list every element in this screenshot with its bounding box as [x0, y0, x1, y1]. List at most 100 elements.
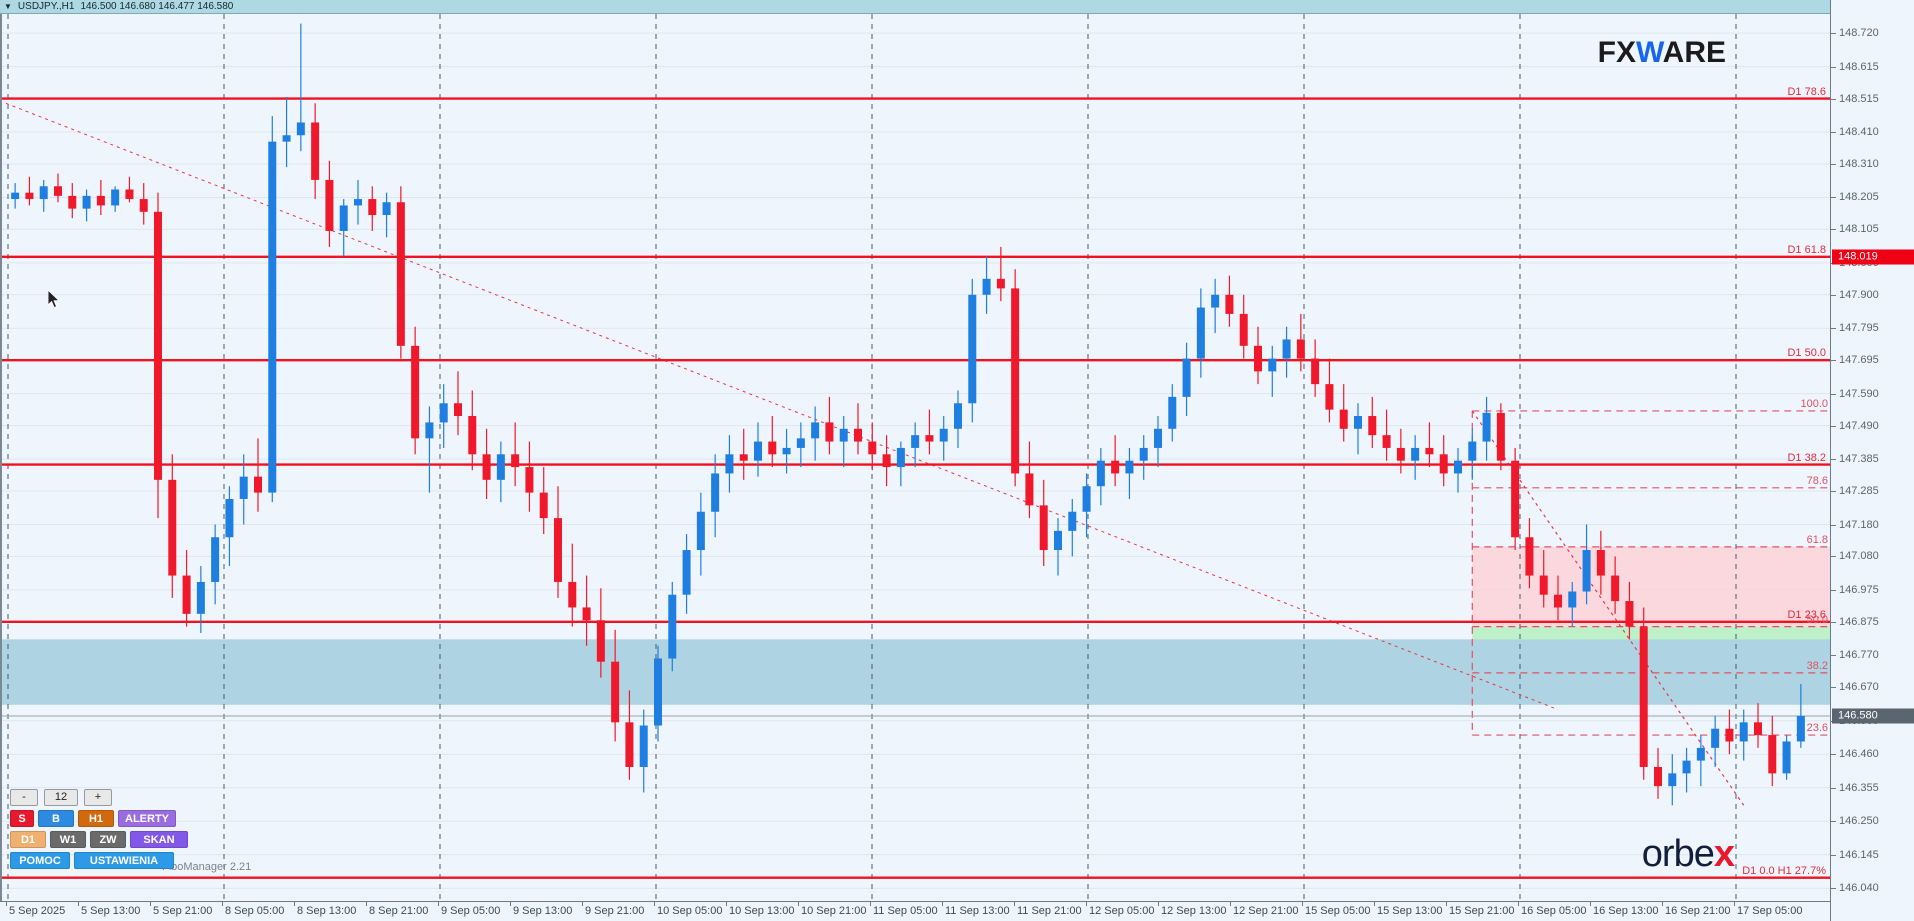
candle-body [1739, 722, 1748, 742]
price-tick-mark [1831, 821, 1836, 823]
candle-body [282, 135, 291, 142]
price-tick-label: 148.720 [1839, 27, 1879, 40]
candle-body [82, 195, 91, 209]
candle-body [568, 581, 577, 608]
chart-menu-caret-icon[interactable]: ▼ [4, 1, 12, 11]
candle-body [911, 435, 920, 448]
candle-body [954, 403, 962, 429]
time-tick-mark [1086, 902, 1087, 906]
time-tick-mark [294, 902, 295, 906]
price-tick-mark [1831, 754, 1836, 756]
candle-body [1354, 416, 1362, 429]
symbol-label: USDJPY.,H1 [17, 1, 75, 12]
candle-body [296, 122, 305, 136]
candle-body [354, 199, 362, 206]
candle-body [782, 447, 791, 455]
candle-body [596, 620, 605, 662]
button-row-2: D1 W1 ZW SKAN [10, 831, 240, 848]
sell-button[interactable]: S [10, 810, 34, 827]
time-tick-label: 15 Sep 21:00 [1449, 905, 1515, 917]
time-tick-label: 5 Sep 13:00 [81, 905, 141, 917]
settings-button[interactable]: USTAWIENIA [74, 852, 174, 869]
price-tick-mark [1831, 687, 1836, 689]
candle-body [1625, 601, 1634, 627]
candle-body [496, 454, 505, 480]
candle-body [1539, 575, 1548, 595]
time-tick-label: 8 Sep 21:00 [369, 905, 429, 917]
price-tick-label: 147.180 [1839, 518, 1879, 531]
time-axis[interactable]: 5 Sep 2025 5 Sep 13:00 5 Sep 21:00 8 Sep 05… [0, 901, 1830, 921]
candle-body [1711, 728, 1720, 748]
mouse-cursor-icon [48, 290, 61, 309]
candle-body [196, 581, 205, 614]
buy-button[interactable]: B [38, 810, 74, 827]
period-stepper[interactable]: - 12 + [10, 789, 240, 806]
candle-body [754, 441, 762, 461]
candle-body [1054, 530, 1062, 551]
price-tick-label: 148.515 [1839, 92, 1879, 105]
price-tick-label: 147.385 [1839, 453, 1879, 466]
price-axis[interactable]: 148.720 148.615 148.515 148.410 148.310 148.2… [1830, 0, 1914, 921]
stepper-minus-button[interactable]: - [10, 789, 38, 806]
zw-button[interactable]: ZW [90, 831, 126, 848]
price-tick-mark [1831, 33, 1836, 35]
price-tick-mark [1831, 229, 1836, 231]
alerts-button[interactable]: ALERTY [118, 810, 176, 827]
candle-body [1239, 313, 1248, 346]
fxware-zigzag-icon: W [1635, 36, 1663, 69]
candle-body [1125, 460, 1134, 474]
candle-body [1482, 412, 1491, 442]
candle-body [796, 438, 805, 448]
price-tick-mark [1831, 459, 1836, 461]
candle-body [582, 607, 591, 621]
price-tick-mark [1831, 556, 1836, 558]
candle-body [1754, 722, 1762, 736]
d1-level-label: D1 78.6 [1787, 85, 1826, 98]
price-tick-mark [1831, 854, 1836, 856]
candle-body [1182, 358, 1191, 397]
h1-button[interactable]: H1 [78, 810, 114, 827]
fib-level-label: 23.6 [1806, 722, 1828, 735]
candle-body [611, 661, 620, 723]
candle-body [825, 422, 834, 442]
price-tick-label: 148.205 [1839, 191, 1879, 204]
fxware-suffix: ARE [1662, 36, 1726, 69]
candle-body [425, 422, 434, 439]
price-tick-label: 148.615 [1839, 60, 1879, 73]
time-tick-mark [510, 902, 511, 906]
help-button[interactable]: POMOC [10, 852, 70, 869]
fibomanager-control-panel[interactable]: - 12 + S B H1 ALERTY D1 W1 ZW SKAN POMOC USTAWI… [10, 789, 240, 873]
candle-body [368, 199, 377, 216]
candle-body [1639, 626, 1648, 767]
candle-body [725, 454, 734, 474]
time-tick-mark [870, 902, 871, 906]
candle-body [1768, 735, 1777, 774]
d1-level-label: D1 50.0 [1787, 347, 1826, 360]
price-tick-mark [1831, 294, 1836, 296]
price-tick-label: 147.695 [1839, 354, 1879, 367]
candle-body [925, 435, 934, 442]
price-tick-label: 146.040 [1839, 882, 1879, 895]
descending-trendline [5, 102, 1559, 711]
candle-body [268, 141, 277, 493]
price-tick-mark [1831, 393, 1836, 395]
price-tick-label: 146.875 [1839, 615, 1879, 628]
stepper-value[interactable]: 12 [44, 789, 78, 806]
time-tick-label: 10 Sep 13:00 [729, 905, 795, 917]
price-tick-label: 146.670 [1839, 681, 1879, 694]
scan-button[interactable]: SKAN [130, 831, 188, 848]
stepper-plus-button[interactable]: + [84, 789, 112, 806]
time-tick-label: 9 Sep 05:00 [441, 905, 501, 917]
fxware-logo: FXWARE [1598, 38, 1726, 68]
price-tick-label: 148.410 [1839, 126, 1879, 139]
candle-body [1111, 460, 1120, 474]
candle-body [1382, 435, 1391, 448]
d1-button[interactable]: D1 [10, 831, 46, 848]
w1-button[interactable]: W1 [50, 831, 86, 848]
candle-body [1154, 428, 1162, 448]
candle-body [739, 454, 748, 461]
chart-plot-area[interactable]: D1 78.6 D1 61.8 D1 50.0 D1 38.2 D1 23.6 D1 0.… [0, 14, 1830, 901]
candle-body [411, 345, 420, 439]
candle-body [1496, 412, 1505, 461]
candle-body [1654, 766, 1662, 787]
